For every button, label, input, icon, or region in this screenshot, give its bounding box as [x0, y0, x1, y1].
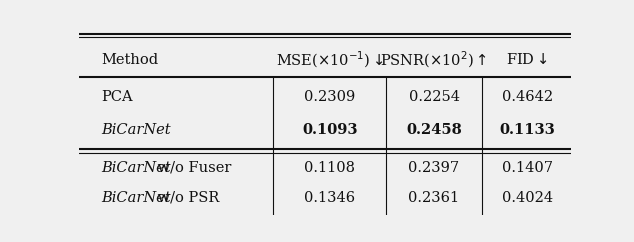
Text: 0.2254: 0.2254	[408, 90, 460, 104]
Text: BiCarNet: BiCarNet	[101, 123, 171, 137]
Text: PSNR($\times$10$^{2}$)$\uparrow$: PSNR($\times$10$^{2}$)$\uparrow$	[380, 50, 488, 70]
Text: FID$\downarrow$: FID$\downarrow$	[507, 52, 548, 67]
Text: PCA: PCA	[101, 90, 133, 104]
Text: 0.2361: 0.2361	[408, 191, 460, 205]
Text: 0.4024: 0.4024	[501, 191, 553, 205]
Text: 0.2309: 0.2309	[304, 90, 356, 104]
Text: 0.1133: 0.1133	[500, 123, 555, 137]
Text: 0.2397: 0.2397	[408, 161, 460, 175]
Text: 0.1108: 0.1108	[304, 161, 355, 175]
Text: 0.1346: 0.1346	[304, 191, 356, 205]
Text: 0.2458: 0.2458	[406, 123, 462, 137]
Text: Method: Method	[101, 53, 158, 67]
Text: 0.1407: 0.1407	[502, 161, 553, 175]
Text: BiCarNet: BiCarNet	[101, 191, 171, 205]
Text: MSE($\times$10$^{-1}$)$\downarrow$: MSE($\times$10$^{-1}$)$\downarrow$	[276, 50, 384, 70]
Text: w/o Fuser: w/o Fuser	[153, 161, 231, 175]
Text: w/o PSR: w/o PSR	[153, 191, 219, 205]
Text: BiCarNet: BiCarNet	[101, 161, 171, 175]
Text: 0.1093: 0.1093	[302, 123, 358, 137]
Text: 0.4642: 0.4642	[501, 90, 553, 104]
